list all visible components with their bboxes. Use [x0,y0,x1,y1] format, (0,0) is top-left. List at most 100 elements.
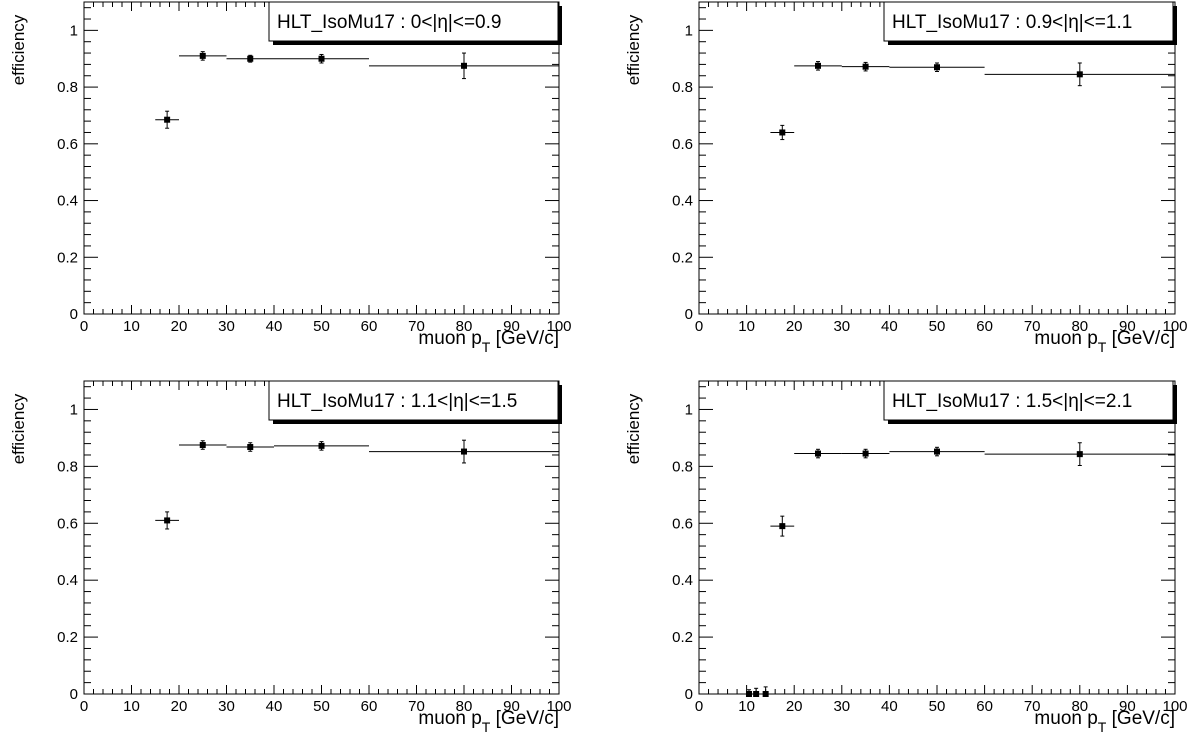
data-point [841,61,890,72]
y-tick-label: 0.4 [57,193,78,210]
x-tick-label: 50 [929,318,946,335]
data-point [179,51,227,61]
data-point [751,687,761,697]
x-tick-label: 20 [171,318,188,335]
x-tick-label: 40 [266,698,283,715]
point-marker [247,55,254,62]
y-tick-label: 0.8 [57,79,78,96]
x-axis-label: muon pT [GeV/c] [1034,328,1175,355]
x-tick-label: 70 [1024,698,1041,715]
point-marker [199,442,206,449]
x-tick-label: 60 [976,698,993,715]
data-point [794,61,842,71]
x-tick-label: 10 [738,318,755,335]
data-point [745,689,752,697]
x-tick-label: 20 [786,698,803,715]
x-tick-label: 80 [1071,698,1088,715]
x-tick-label: 90 [503,318,520,335]
x-tick-label: 40 [266,318,283,335]
data-point [226,442,274,452]
y-axis-label: efficiency [624,14,643,85]
data-point [155,110,179,129]
x-tick-label: 0 [80,698,88,715]
point-marker [779,129,786,136]
plot-frame [83,1,560,315]
x-tick-label: 80 [1071,318,1088,335]
y-tick-label: 1 [70,22,78,39]
y-tick-label: 0.4 [672,193,693,210]
legend-box [883,380,1174,421]
data-point [984,62,1175,87]
legend-label: HLT_IsoMu17 : 1.5<|η|<=2.1 [892,391,1132,412]
data-point [369,439,559,464]
point-marker [753,691,760,697]
y-tick-label: 0 [685,306,693,323]
legend-label: HLT_IsoMu17 : 1.1<|η|<=1.5 [277,391,517,412]
x-tick-label: 50 [929,698,946,715]
x-tick-label: 80 [456,318,473,335]
point-marker [815,450,821,457]
point-marker [318,442,325,449]
data-point [770,124,795,141]
x-tick-label: 70 [1024,318,1041,335]
x-tick-label: 70 [408,698,425,715]
x-tick-label: 0 [695,698,703,715]
x-tick-label: 40 [881,318,898,335]
x-tick-label: 30 [833,318,850,335]
legend-box [268,380,559,421]
data-point [984,442,1175,467]
point-marker [934,64,940,71]
y-tick-label: 0.4 [57,572,78,589]
x-tick-label: 10 [738,698,755,715]
legend-box [268,1,559,42]
x-tick-label: 20 [171,698,188,715]
x-tick-label: 70 [408,318,425,335]
point-marker [934,448,940,455]
y-tick-label: 1 [70,401,78,418]
point-marker [862,450,869,457]
data-point [794,448,842,459]
legend-box [883,1,1174,42]
y-tick-label: 1 [685,401,693,418]
y-tick-label: 0 [70,306,78,323]
point-marker [247,444,254,451]
y-tick-label: 0.2 [57,629,78,646]
point-marker [762,691,769,697]
point-marker [461,62,467,69]
y-tick-label: 0.8 [57,458,78,475]
y-tick-label: 0 [685,686,693,703]
data-point [179,440,227,450]
data-point [760,686,771,697]
y-tick-label: 0 [70,686,78,703]
point-marker [815,62,821,69]
y-tick-label: 0.2 [672,249,693,266]
point-marker [745,691,752,697]
point-marker [862,63,869,70]
x-tick-label: 60 [976,318,993,335]
y-tick-label: 1 [685,22,693,39]
point-marker [199,52,206,59]
x-tick-label: 80 [456,698,473,715]
x-tick-label: 40 [881,698,898,715]
plot-panel: 0 10 20 30 40 50 60 70 80 90 100 0 0.2 0.4 0.6 0.8 1 muon… [624,380,1188,735]
x-tick-label: 20 [786,318,803,335]
y-tick-label: 0.6 [672,515,693,532]
point-marker [318,55,325,62]
x-tick-label: 60 [361,698,378,715]
data-point [274,53,369,64]
x-axis-label: muon pT [GeV/c] [418,708,559,735]
plot-frame [83,380,560,695]
x-tick-label: 0 [80,318,88,335]
x-tick-label: 60 [361,318,378,335]
y-tick-label: 0.2 [672,629,693,646]
y-tick-label: 0.8 [672,79,693,96]
data-point [770,515,795,537]
legend-label: HLT_IsoMu17 : 0<|η|<=0.9 [277,12,501,33]
point-marker [164,517,171,524]
x-tick-label: 100 [1162,318,1187,335]
data-point [889,446,985,457]
x-tick-label: 0 [695,318,703,335]
x-tick-label: 90 [503,698,520,715]
x-tick-label: 100 [1162,698,1187,715]
